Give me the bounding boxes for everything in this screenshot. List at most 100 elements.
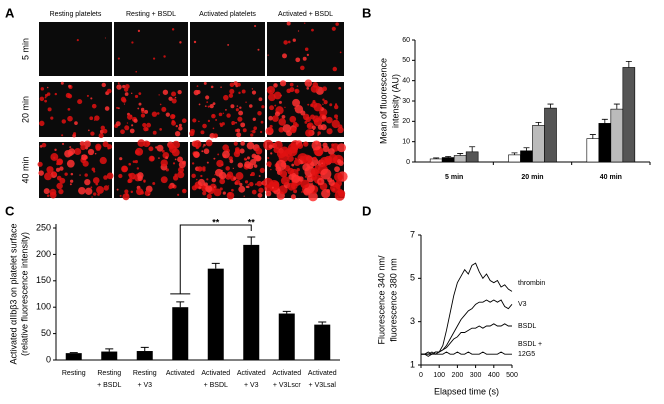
platelet-signal — [270, 152, 273, 155]
micrograph — [114, 139, 188, 201]
platelet-signal — [209, 103, 214, 109]
y-tick-label: 0 — [46, 354, 51, 364]
error-bar — [457, 153, 464, 156]
platelet-signal — [244, 161, 252, 169]
platelet-signal — [115, 121, 121, 127]
y-tick-label: 10 — [402, 139, 410, 146]
platelet-signal — [239, 148, 245, 154]
platelet-signal — [168, 96, 173, 101]
x-tick-label: 400 — [488, 372, 500, 379]
platelet-signal — [317, 146, 320, 149]
platelet-signal — [95, 182, 99, 186]
platelet-signal — [96, 186, 104, 194]
platelet-signal — [200, 130, 205, 135]
platelet-signal — [233, 141, 238, 146]
platelet-signal — [101, 82, 106, 88]
platelet-signal — [153, 57, 156, 60]
bar — [544, 107, 557, 163]
platelet-signal — [309, 114, 315, 120]
platelet-signal — [302, 56, 307, 61]
platelet-signal — [286, 21, 291, 26]
platelet-signal — [205, 185, 213, 193]
micrograph — [262, 139, 348, 202]
y-tick-label: 0 — [406, 159, 410, 166]
platelet-signal — [128, 172, 136, 180]
bar — [520, 150, 533, 163]
platelet-signal — [328, 179, 335, 186]
platelet-signal — [178, 123, 182, 127]
platelet-signal — [236, 82, 241, 87]
bar — [101, 351, 118, 360]
platelet-signal — [219, 123, 223, 127]
platelet-signal — [133, 118, 138, 123]
platelet-signal — [55, 167, 61, 172]
platelet-signal — [338, 86, 342, 90]
panel-letter: B — [362, 5, 371, 20]
error-bar — [433, 157, 440, 159]
platelet-signal — [213, 188, 222, 197]
platelet-signal — [178, 126, 183, 131]
platelet-signal — [300, 65, 305, 71]
platelet-signal — [143, 180, 146, 183]
platelet-signal — [89, 116, 94, 121]
y-tick-label: 30 — [402, 98, 410, 105]
platelet-signal — [322, 86, 328, 92]
platelet-signal — [70, 172, 74, 176]
platelet-signal — [39, 120, 45, 127]
platelet-signal — [246, 185, 250, 189]
platelet-signal — [274, 140, 283, 150]
platelet-signal — [273, 83, 278, 88]
platelet-signal — [103, 175, 108, 180]
platelet-signal — [292, 98, 301, 107]
x-tick-label: 200 — [452, 372, 464, 379]
platelet-signal — [211, 177, 217, 183]
platelet-signal — [250, 133, 254, 137]
y-tick-label: 5 — [410, 273, 415, 283]
platelet-signal — [134, 160, 138, 164]
platelet-signal — [243, 195, 245, 197]
platelet-signal — [313, 156, 317, 161]
y-tick-label: 250 — [36, 222, 51, 232]
platelet-signal — [132, 160, 136, 164]
platelet-signal — [283, 40, 288, 45]
x-tick-label: + V3 — [244, 382, 259, 389]
platelet-signal — [318, 180, 322, 183]
error-bar — [318, 321, 327, 325]
platelet-signal — [334, 114, 339, 119]
platelet-signal — [202, 168, 206, 172]
platelet-signal — [129, 128, 135, 134]
platelet-signal — [203, 81, 207, 85]
platelet-signal — [280, 176, 290, 186]
platelet-signal — [302, 163, 311, 172]
bar — [278, 313, 295, 360]
platelet-signal — [228, 93, 234, 98]
platelet-signal — [287, 40, 291, 44]
platelet-signal — [297, 30, 300, 32]
platelet-signal — [95, 145, 101, 151]
platelet-signal — [274, 111, 281, 117]
platelet-signal — [229, 159, 234, 164]
platelet-signal — [235, 179, 241, 185]
platelet-signal — [100, 125, 106, 130]
platelet-signal — [291, 163, 295, 167]
error-bar — [176, 301, 185, 308]
platelet-signal — [189, 130, 195, 137]
platelet-signal — [295, 57, 301, 63]
platelet-signal — [118, 173, 123, 179]
platelet-signal — [308, 191, 318, 202]
y-tick-label: 20 — [402, 118, 410, 125]
platelet-signal — [259, 167, 265, 173]
series-label: 12G5 — [518, 351, 535, 358]
series-label: V3 — [518, 301, 527, 308]
platelet-signal — [213, 157, 216, 160]
platelet-signal — [317, 131, 321, 135]
platelet-signal — [215, 118, 218, 121]
bar — [136, 351, 153, 360]
platelet-signal — [67, 115, 73, 122]
platelet-signal — [248, 104, 253, 108]
platelet-signal — [136, 188, 144, 196]
x-tick-label: + BSDL — [204, 382, 228, 389]
platelet-signal — [202, 191, 207, 196]
platelet-signal — [336, 159, 342, 164]
x-tick-label: 300 — [470, 372, 482, 379]
